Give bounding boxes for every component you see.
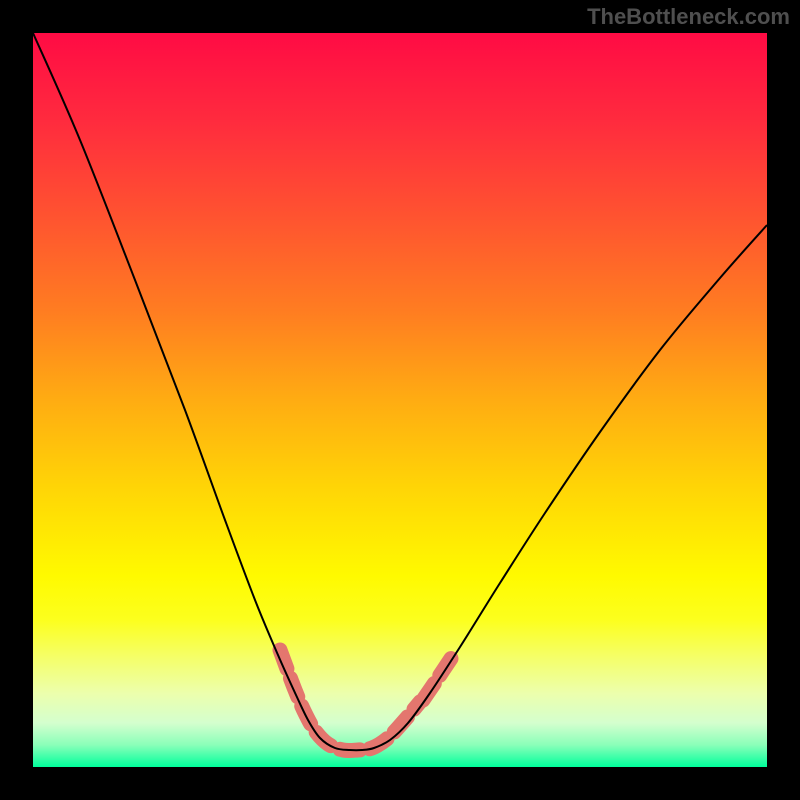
watermark-text: TheBottleneck.com	[587, 4, 790, 30]
bottleneck-chart	[0, 0, 800, 800]
plot-gradient-background	[33, 33, 767, 767]
